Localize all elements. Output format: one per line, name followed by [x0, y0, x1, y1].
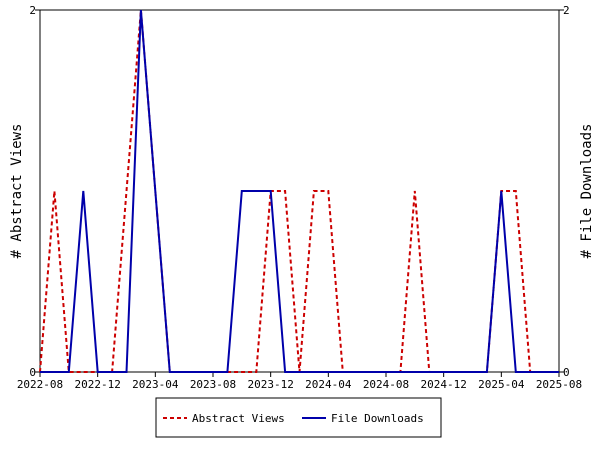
x-tick-label: 2024-04: [305, 378, 352, 391]
x-tick-label: 2023-04: [132, 378, 179, 391]
x-tick-label: 2022-12: [74, 378, 120, 391]
x-tick-label: 2025-04: [478, 378, 525, 391]
x-axis-tick-labels: 2022-08 2022-12 2023-04 2023-08 2023-12 2024-…: [17, 378, 582, 391]
y-tick-label: 0: [29, 366, 36, 379]
plot-area: [39, 9, 560, 373]
x-tick-label: 2024-08: [363, 378, 409, 391]
y-axis-tick-labels: 0 2 0 2: [29, 4, 569, 379]
series-layer: [39, 9, 559, 373]
legend: Abstract Views File Downloads: [155, 397, 442, 438]
y-axis-title: # Abstract Views: [9, 124, 25, 259]
y2-tick-label: 0: [563, 366, 570, 379]
x-tick-label: 2023-08: [190, 378, 236, 391]
legend-label-abstract-views: Abstract Views: [192, 412, 285, 425]
legend-box: [155, 397, 442, 438]
x-tick-label: 2022-08: [17, 378, 63, 391]
x-tick-label: 2024-12: [420, 378, 466, 391]
y2-axis-title: # File Downloads: [579, 124, 595, 259]
legend-label-file-downloads: File Downloads: [331, 412, 424, 425]
x-tick-label: 2023-12: [247, 378, 293, 391]
y-tick-label: 2: [29, 4, 36, 17]
series-line-file-downloads: [40, 9, 559, 373]
x-tick-label: 2025-08: [536, 378, 582, 391]
y2-tick-label: 2: [563, 4, 570, 17]
